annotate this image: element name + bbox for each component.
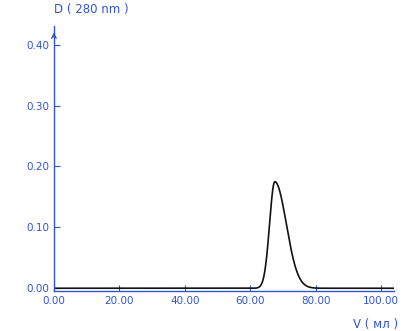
Text: V ( мл ): V ( мл ) xyxy=(352,318,398,331)
Text: D ( 280 nm ): D ( 280 nm ) xyxy=(54,3,129,16)
